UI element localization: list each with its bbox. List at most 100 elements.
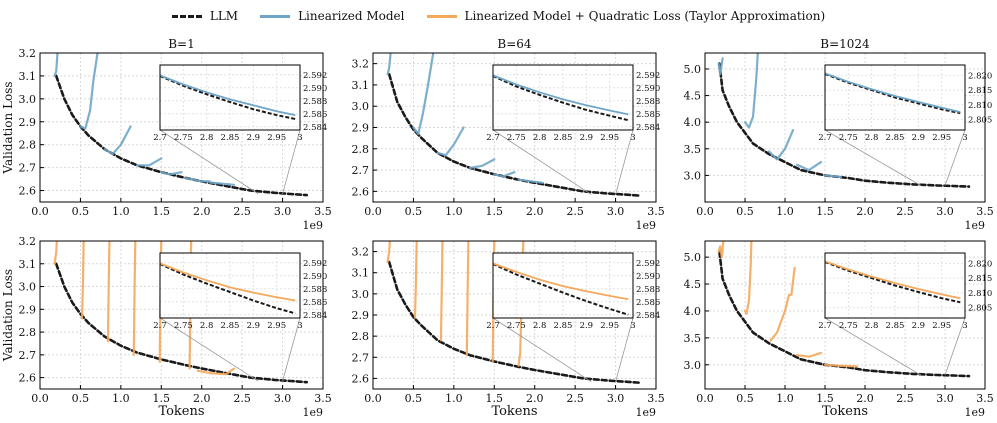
inset-y-tick-label: 2.590 [636, 84, 660, 94]
inset-frame [492, 64, 634, 131]
x-tick-label: 0.0 [31, 392, 49, 405]
inset-line-llm [160, 75, 296, 120]
series-line-quadratic [386, 241, 391, 264]
inset-x-tick-label: 2.9 [247, 321, 261, 331]
y-tick-label: 4.5 [684, 90, 702, 103]
x-tick-label: 1.0 [776, 205, 794, 218]
series-line-llm [387, 260, 642, 385]
y-tick-label: 3.1 [352, 79, 370, 92]
inset-x-tick-label: 2.8 [200, 321, 214, 331]
x-tick-label: 3.0 [274, 392, 292, 405]
series-line-quadratic [80, 241, 85, 320]
series-line-llm [718, 62, 971, 188]
panel-6: 0.0 0.5 1.0 1.5 2.0 2.5 3.0 3.5 3.0 3.5 4.0 4.5 5.0 1… [684, 240, 994, 419]
inset-y-tick-label: 2.815 [968, 274, 992, 284]
series-line-quadratic [196, 367, 236, 376]
inset-y-tick-label: 2.588 [636, 97, 660, 107]
series-line-linearized [386, 53, 392, 76]
x-tick-label: 2.0 [193, 205, 211, 218]
inset-x-tick-label: 2.95 [600, 133, 619, 143]
y-tick-label: 2.9 [19, 116, 37, 129]
y-tick-label: 2.6 [352, 372, 370, 385]
x-tick-label: 2.5 [566, 205, 584, 218]
inset-line-llm [493, 75, 629, 122]
series-line-linearized [208, 181, 236, 186]
inset-y-tick-label: 2.810 [968, 289, 992, 299]
plot-frame [39, 52, 324, 203]
series-line-quadratic [743, 241, 753, 315]
inset-y-tick-label: 2.584 [303, 311, 327, 321]
inset-frame [824, 252, 966, 319]
inset-series-group [825, 72, 961, 115]
x-tick-label: 3.0 [274, 205, 292, 218]
x-tick-label: 3.5 [647, 205, 665, 218]
x-tick-label: 0.0 [696, 205, 714, 218]
inset-y-tick-label: 2.588 [303, 97, 327, 107]
series-line-linearized [184, 176, 211, 183]
inset-y-tick-label: 2.588 [303, 285, 327, 295]
x-tick-label: 3.5 [976, 205, 994, 218]
inset-y-tick-label: 2.584 [636, 311, 660, 321]
y-axis-label: Validation Loss [1, 269, 15, 362]
y-tick-label: 2.8 [19, 326, 37, 339]
x-tick-label: 1.0 [445, 205, 463, 218]
inset-x-tick-label: 2.7 [153, 133, 167, 143]
inset-connector [944, 317, 966, 376]
legend-swatch-quadratic [426, 14, 457, 18]
inset-x-tick-label: 2.9 [912, 133, 926, 143]
x-tick-label: 2.5 [233, 392, 251, 405]
inset-line-linearized [160, 74, 296, 116]
x-tick-label: 1.5 [486, 205, 504, 218]
x-tick-label: 1.0 [112, 392, 130, 405]
x-tick-label: 0.5 [736, 205, 754, 218]
inset-x-tick-label: 2.85 [886, 133, 905, 143]
inset-connector [492, 129, 592, 195]
legend-item-linearized: Linearized Model [260, 9, 405, 23]
inset-x-tick-label: 2.75 [839, 321, 858, 331]
inset-x-tick-label: 3 [962, 321, 967, 331]
x-multiplier-label: 1e9 [964, 219, 985, 232]
y-tick-label: 3.0 [352, 100, 370, 113]
x-axis-label: Tokens [491, 404, 537, 419]
panel-title: B=1024 [820, 37, 870, 51]
inset-x-tick-label: 2.75 [839, 133, 858, 143]
inset-x-tick-label: 2.7 [818, 321, 832, 331]
inset-connector [824, 129, 922, 186]
x-tick-label: 2.0 [856, 205, 874, 218]
x-tick-label: 1.0 [445, 392, 463, 405]
panel-title: B=1 [168, 37, 195, 51]
inset-x-tick-label: 2.95 [932, 321, 951, 331]
inset-x-tick-label: 2.85 [554, 321, 573, 331]
x-tick-label: 0.0 [31, 205, 49, 218]
x-tick-label: 2.5 [566, 392, 584, 405]
inset-y-tick-label: 2.590 [303, 272, 327, 282]
legend-label-llm: LLM [209, 9, 239, 23]
inset-x-tick-label: 3 [297, 321, 302, 331]
inset-panel: 2.7 2.75 2.8 2.85 2.9 2.95 32.584 2.586 2.588 2.5… [486, 252, 660, 383]
series-line-linearized [517, 178, 544, 184]
x-tick-label: 2.5 [896, 392, 914, 405]
inset-x-tick-label: 2.75 [174, 321, 193, 331]
series-line-linearized [468, 158, 496, 169]
inset-x-tick-label: 2.7 [486, 133, 500, 143]
inset-line-quadratic [825, 260, 961, 300]
x-multiplier-label: 1e9 [635, 219, 656, 232]
x-tick-label: 0.5 [736, 392, 754, 405]
inset-line-llm [825, 260, 961, 304]
series-line-quadratic [53, 241, 58, 265]
x-tick-label: 3.5 [314, 392, 332, 405]
y-tick-label: 5.0 [684, 63, 702, 76]
inset-line-quadratic [493, 262, 629, 301]
y-tick-label: 3.5 [684, 143, 702, 156]
inset-x-tick-label: 2.7 [153, 321, 167, 331]
inset-x-tick-label: 2.8 [200, 133, 214, 143]
series-group [53, 53, 309, 197]
x-tick-label: 1.5 [153, 392, 171, 405]
y-tick-label: 3.5 [684, 332, 702, 345]
x-tick-label: 1.5 [486, 392, 504, 405]
series-line-linearized [743, 53, 759, 129]
inset-x-tick-label: 2.9 [912, 321, 926, 331]
x-tick-label: 1.0 [776, 392, 794, 405]
series-line-quadratic [106, 241, 111, 343]
series-line-quadratic [465, 241, 470, 357]
